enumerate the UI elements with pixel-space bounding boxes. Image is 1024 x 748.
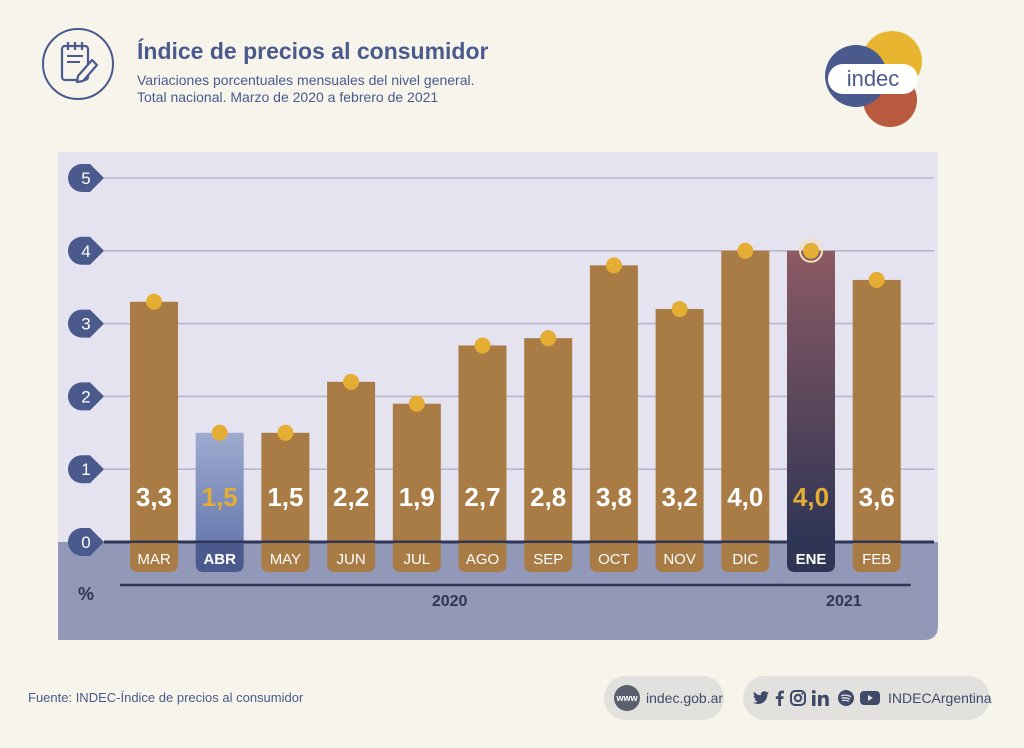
value-label-oct: 3,8 xyxy=(596,482,632,512)
y-unit-label: % xyxy=(78,584,94,604)
ytick-label-3: 3 xyxy=(81,315,90,334)
dot-jul xyxy=(408,395,425,412)
xtick-label-sep: SEP xyxy=(533,551,563,568)
linkedin-icon[interactable] xyxy=(812,690,832,706)
chart-title: Índice de precios al consumidor xyxy=(137,38,489,64)
xtick-label-ago: AGO xyxy=(466,551,499,568)
xtick-label-jun: JUN xyxy=(337,551,366,568)
dot-jun xyxy=(343,373,360,390)
bar-dic xyxy=(721,250,770,543)
xtick-label-may: MAY xyxy=(270,551,301,568)
bar-sep xyxy=(524,338,573,542)
dot-ene xyxy=(803,242,819,259)
dot-may xyxy=(277,424,294,441)
value-label-jun: 2,2 xyxy=(333,482,369,512)
year-label-2020: 2020 xyxy=(432,593,468,610)
value-label-ago: 2,7 xyxy=(464,482,500,512)
value-label-dic: 4,0 xyxy=(727,482,763,512)
year-label-2021: 2021 xyxy=(826,593,862,610)
social-handle: INDECArgentina xyxy=(888,690,992,706)
xtick-label-mar: MAR xyxy=(137,551,171,568)
subtitle-line-2: Total nacional. Marzo de 2020 a febrero … xyxy=(137,89,439,105)
www-icon: www xyxy=(614,685,640,711)
bar-nov xyxy=(655,309,704,542)
value-label-feb: 3,6 xyxy=(859,482,895,512)
dot-dic xyxy=(737,242,754,259)
value-label-ene: 4,0 xyxy=(793,482,829,512)
bar-jul xyxy=(392,403,441,542)
social-links[interactable]: INDECArgentina xyxy=(743,676,992,720)
ytick-label-0: 0 xyxy=(81,533,90,552)
category-pill-mar xyxy=(130,543,178,572)
subtitle-line-1: Variaciones porcentuales mensuales del n… xyxy=(137,72,475,88)
chart-subtitle: Variaciones porcentuales mensuales del n… xyxy=(137,72,475,106)
value-label-mar: 3,3 xyxy=(136,482,172,512)
ytick-badge-1 xyxy=(68,455,104,484)
value-label-nov: 3,2 xyxy=(662,482,698,512)
bar-feb xyxy=(852,279,901,542)
category-pill-jun xyxy=(327,543,376,572)
ytick-badge-0 xyxy=(68,528,104,556)
ytick-badge-4 xyxy=(68,236,104,265)
bar-mar xyxy=(130,301,178,542)
xtick-label-feb: FEB xyxy=(862,551,891,568)
xtick-label-ene: ENE xyxy=(796,551,827,568)
category-pill-sep xyxy=(524,543,573,572)
dot-nov xyxy=(671,301,688,318)
category-pill-feb xyxy=(852,543,901,572)
xtick-label-abr: ABR xyxy=(203,551,236,568)
dot-ago xyxy=(474,337,491,354)
value-label-jul: 1,9 xyxy=(399,482,435,512)
value-label-abr: 1,5 xyxy=(202,482,238,512)
ytick-badge-2 xyxy=(68,382,104,411)
xtick-label-dic: DIC xyxy=(732,551,758,568)
xtick-label-oct: OCT xyxy=(598,551,630,568)
dot-abr xyxy=(211,424,228,441)
ytick-badge-3 xyxy=(68,309,104,338)
dot-feb xyxy=(868,271,885,288)
ytick-label-5: 5 xyxy=(81,169,90,188)
source-note: Fuente: INDEC-Índice de precios al consu… xyxy=(28,690,304,705)
category-pill-ago xyxy=(458,543,507,572)
ytick-label-2: 2 xyxy=(81,387,90,406)
value-label-may: 1,5 xyxy=(267,482,303,512)
twitter-icon[interactable] xyxy=(753,691,769,705)
notepad-pencil-icon xyxy=(42,28,114,100)
category-pill-nov xyxy=(655,543,704,572)
category-pill-may xyxy=(261,543,310,572)
dot-halo-ene xyxy=(799,238,823,263)
bar-ago xyxy=(458,345,507,542)
bar-ene xyxy=(787,250,835,543)
bar-abr xyxy=(195,432,244,542)
indec-logo: indec xyxy=(820,30,930,130)
category-pill-abr xyxy=(195,543,244,572)
bar-oct xyxy=(589,265,638,542)
category-pill-dic xyxy=(721,543,770,572)
website-link[interactable]: www indec.gob.ar xyxy=(604,676,724,720)
instagram-icon[interactable] xyxy=(790,690,806,706)
xtick-label-nov: NOV xyxy=(663,551,696,568)
ytick-badge-5 xyxy=(68,164,104,192)
category-pill-jul xyxy=(392,543,441,572)
category-pill-ene xyxy=(787,543,835,572)
youtube-icon[interactable] xyxy=(860,691,880,705)
dot-oct xyxy=(605,257,622,274)
spotify-icon[interactable] xyxy=(838,690,854,706)
website-label: indec.gob.ar xyxy=(646,690,724,706)
bar-chart: 0 1 2 3 4 5 3,3 1,5 1,5 2,2 1,9 2,7 2,8 3,8 3,2 4,0 4,0 3… xyxy=(58,152,938,640)
category-pill-oct xyxy=(589,543,638,572)
logo-text: indec xyxy=(847,66,900,91)
value-label-sep: 2,8 xyxy=(530,482,566,512)
bar-may xyxy=(261,432,310,542)
ytick-label-4: 4 xyxy=(81,242,90,261)
dot-sep xyxy=(540,330,557,347)
bar-jun xyxy=(327,381,376,542)
xtick-label-jul: JUL xyxy=(403,551,430,568)
dot-mar xyxy=(146,293,162,310)
facebook-icon[interactable] xyxy=(775,690,784,706)
ytick-label-1: 1 xyxy=(81,460,90,479)
